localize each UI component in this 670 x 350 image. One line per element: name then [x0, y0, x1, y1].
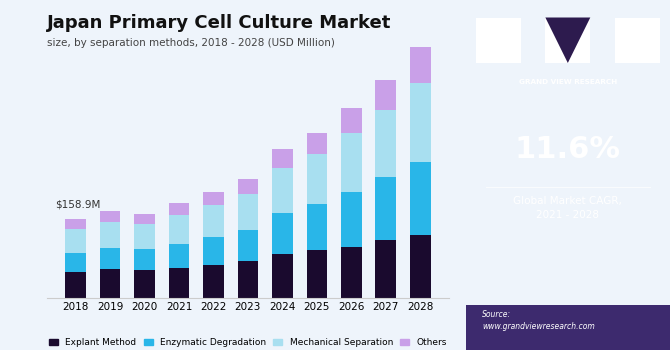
Bar [238, 230, 258, 261]
Bar [410, 235, 431, 298]
Bar [169, 268, 190, 298]
Legend: Explant Method, Enzymatic Degradation, Mechanical Separation, Others: Explant Method, Enzymatic Degradation, M… [46, 335, 450, 350]
FancyBboxPatch shape [545, 18, 590, 63]
Bar [65, 229, 86, 253]
Bar [203, 265, 224, 298]
Text: $158.9M: $158.9M [55, 200, 100, 210]
FancyBboxPatch shape [615, 18, 660, 63]
Bar [169, 244, 190, 268]
Polygon shape [545, 18, 590, 63]
Bar [169, 215, 190, 244]
FancyBboxPatch shape [466, 304, 670, 350]
Bar [100, 211, 121, 222]
Bar [375, 177, 396, 240]
Bar [272, 213, 293, 254]
Bar [306, 154, 327, 204]
Bar [272, 254, 293, 298]
Bar [272, 168, 293, 213]
Bar [100, 248, 121, 269]
Bar [341, 192, 362, 247]
Bar [410, 83, 431, 162]
Text: 11.6%: 11.6% [515, 135, 621, 164]
Bar [65, 219, 86, 229]
Bar [375, 240, 396, 298]
Bar [65, 253, 86, 272]
Text: size, by separation methods, 2018 - 2028 (USD Million): size, by separation methods, 2018 - 2028… [47, 38, 335, 49]
Bar [203, 237, 224, 265]
Bar [306, 133, 327, 154]
Bar [134, 270, 155, 298]
FancyBboxPatch shape [476, 18, 521, 63]
Bar [100, 269, 121, 298]
Text: Global Market CAGR,
2021 - 2028: Global Market CAGR, 2021 - 2028 [513, 196, 622, 220]
Bar [238, 194, 258, 230]
Bar [306, 204, 327, 250]
Bar [341, 247, 362, 298]
Bar [65, 272, 86, 298]
Bar [203, 205, 224, 237]
Bar [272, 149, 293, 168]
Bar [410, 162, 431, 235]
Bar [306, 250, 327, 298]
Bar [134, 224, 155, 249]
Bar [238, 261, 258, 298]
Text: GRAND VIEW RESEARCH: GRAND VIEW RESEARCH [519, 79, 617, 85]
Bar [134, 214, 155, 224]
Bar [100, 222, 121, 248]
Bar [134, 249, 155, 270]
Bar [203, 192, 224, 205]
Bar [169, 203, 190, 215]
Bar [375, 110, 396, 177]
Bar [341, 133, 362, 192]
Bar [410, 48, 431, 83]
Bar [375, 80, 396, 110]
Text: Source:
www.grandviewresearch.com: Source: www.grandviewresearch.com [482, 310, 595, 331]
Bar [238, 179, 258, 194]
Bar [341, 108, 362, 133]
Text: Japan Primary Cell Culture Market: Japan Primary Cell Culture Market [47, 14, 391, 32]
